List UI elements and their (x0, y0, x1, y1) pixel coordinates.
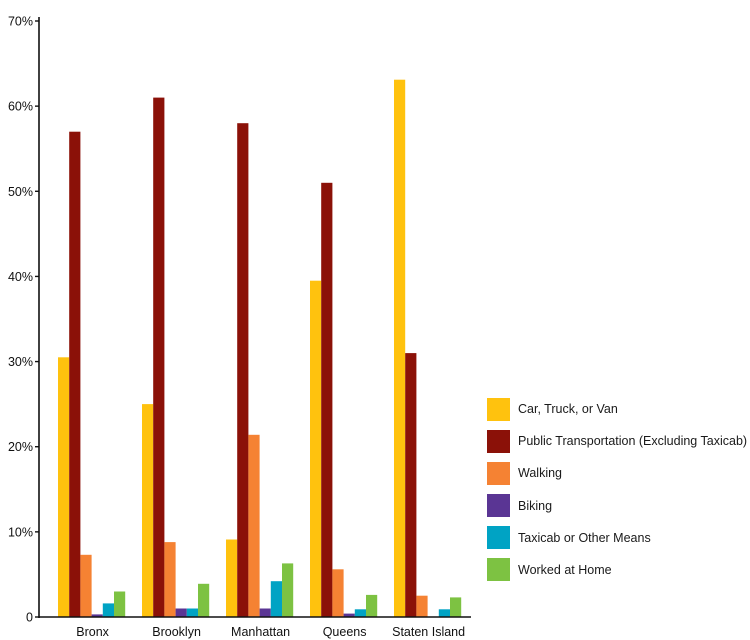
y-tick-label: 10% (8, 525, 33, 539)
bar-queens-series-1 (321, 182, 333, 618)
y-tick-label: 30% (8, 355, 33, 369)
legend-item: Walking (487, 461, 749, 485)
bar-queens-series-2 (332, 569, 344, 617)
legend-label: Public Transportation (Excluding Taxicab… (518, 434, 748, 449)
y-tick-label: 20% (8, 440, 33, 454)
bar-bronx-series-1 (69, 131, 81, 617)
legend-label: Taxicab or Other Means (518, 530, 651, 545)
bar-brooklyn-series-2 (164, 542, 176, 617)
bar-brooklyn-series-1 (153, 97, 165, 618)
bars-group (58, 79, 462, 618)
bar-bronx-series-4 (102, 603, 114, 617)
bar-bronx-series-3 (91, 614, 103, 617)
bar-manhattan-series-5 (282, 563, 294, 617)
y-tick-label: 50% (8, 185, 33, 199)
bar-queens-series-3 (343, 613, 355, 617)
legend-swatch (487, 526, 510, 550)
y-tick-label: 60% (8, 100, 33, 114)
bar-brooklyn-series-3 (175, 608, 187, 617)
bar-brooklyn-series-5 (198, 583, 210, 617)
legend-swatch (487, 558, 510, 582)
legend-item: Public Transportation (Excluding Taxicab… (487, 429, 749, 453)
legend: Car, Truck, or Van Public Transportation … (487, 397, 749, 590)
bar-manhattan-series-4 (270, 581, 282, 617)
x-tick-label: Staten Island (392, 625, 465, 639)
legend-swatch (487, 494, 510, 518)
y-tick-label: 0 (26, 611, 33, 625)
x-tick-label: Queens (323, 625, 367, 639)
y-tick-label: 70% (8, 15, 33, 29)
bar-bronx-series-2 (80, 554, 92, 617)
bar-bronx-series-5 (114, 591, 126, 617)
legend-swatch (487, 397, 510, 421)
legend-label: Walking (518, 466, 562, 481)
legend-swatch (487, 461, 510, 485)
legend-label: Worked at Home (518, 562, 612, 577)
bar-brooklyn-series-0 (142, 404, 154, 617)
bar-manhattan-series-0 (226, 539, 238, 617)
axes-group: 0 10% 20% 30% 40% 50% 60% 70% Bronx Brooklyn Manha… (8, 15, 471, 639)
bar-staten-island-series-4 (438, 609, 450, 617)
legend-label: Car, Truck, or Van (518, 402, 618, 416)
bar-brooklyn-series-4 (186, 608, 198, 617)
legend-label: Biking (518, 498, 553, 513)
x-tick-label: Brooklyn (152, 625, 201, 639)
bar-manhattan-series-1 (237, 123, 249, 617)
x-tick-label: Manhattan (231, 625, 290, 639)
bar-queens-series-4 (354, 609, 366, 617)
x-tick-label: Bronx (76, 625, 109, 639)
y-tick-label: 40% (8, 270, 33, 284)
bar-bronx-series-0 (58, 357, 70, 617)
bar-queens-series-5 (366, 594, 378, 617)
legend-item: Taxicab or Other Means (487, 526, 749, 550)
legend-swatch (487, 429, 510, 453)
bar-staten-island-series-0 (394, 79, 406, 617)
legend-item: Car, Truck, or Van (487, 397, 749, 421)
legend-item: Biking (487, 494, 749, 518)
bar-staten-island-series-1 (405, 353, 417, 617)
legend-item: Worked at Home (487, 558, 749, 582)
bar-queens-series-0 (310, 280, 322, 617)
bar-manhattan-series-2 (248, 434, 260, 617)
bar-manhattan-series-3 (259, 608, 271, 617)
bar-staten-island-series-2 (416, 595, 428, 617)
bar-staten-island-series-5 (450, 597, 462, 617)
